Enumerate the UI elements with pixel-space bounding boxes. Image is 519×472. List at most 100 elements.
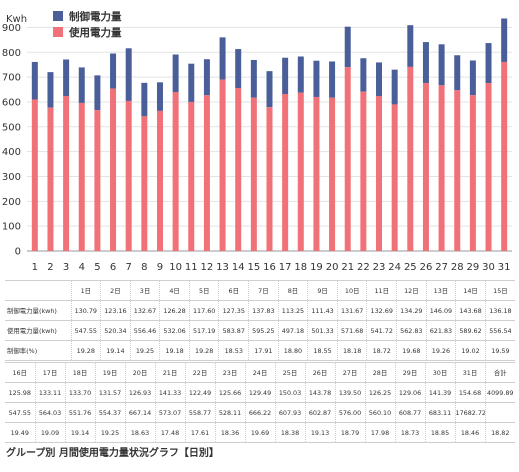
table-day-header: 13日 — [425, 280, 457, 301]
table-cell: 133.11 — [34, 382, 66, 403]
x-tick-label: 3 — [63, 262, 69, 273]
y-tick-label: 900 — [2, 23, 21, 34]
table-day-header: 4日 — [159, 280, 190, 301]
table-cell: 19.68 — [396, 340, 427, 361]
bar-control-segment — [172, 54, 179, 93]
table-cell: 17.61 — [184, 422, 216, 443]
table-row: 制御率(%) 19.28 19.14 19.25 19.18 19.28 18.53 17.9… — [5, 340, 515, 361]
table-day-header: 12日 — [396, 280, 427, 301]
table-cell: 18.36 — [214, 422, 246, 443]
table-cell: 18.80 — [277, 340, 309, 361]
x-tick-label: 13 — [216, 262, 229, 273]
x-tick-label: 6 — [110, 262, 116, 273]
table-header-row: 16日 17日 18日 19日 20日 21日 22日 23日 24日 25日 26日 27日 28日 2… — [5, 362, 515, 383]
bar-usage-segment — [250, 97, 257, 251]
y-tick-label: 700 — [2, 73, 21, 84]
bar-control-segment — [78, 67, 85, 103]
table-cell: 18.38 — [274, 422, 306, 443]
table-row: 制御電力量(kwh) 130.79 123.16 132.67 126.28 117.60… — [5, 300, 515, 321]
table-cell: 19.18 — [159, 340, 190, 361]
y-tick-label: 400 — [2, 147, 21, 158]
bar-usage-segment — [110, 88, 117, 252]
legend-label: 制御電力量 — [69, 10, 122, 23]
bar-control-segment — [344, 26, 351, 68]
x-tick-label: 28 — [451, 262, 464, 273]
bar-control-segment — [125, 48, 132, 101]
table-cell: 19.28 — [188, 340, 220, 361]
x-tick-label: 29 — [467, 262, 480, 273]
table-day-header: 14日 — [455, 280, 486, 301]
table-cell: 19.69 — [244, 422, 276, 443]
table-cell: 556.46 — [129, 320, 161, 341]
table-day-header: 23日 — [214, 362, 246, 383]
table-cell: 139.50 — [334, 382, 366, 403]
bar-control-segment — [438, 44, 445, 86]
bar-control-segment — [156, 82, 163, 111]
table-cell: 18.85 — [424, 422, 456, 443]
table-day-header: 2日 — [100, 280, 131, 301]
y-axis-unit-label: Kwh — [6, 14, 27, 25]
table-cell: 17.98 — [364, 422, 396, 443]
table-cell: 18.79 — [334, 422, 366, 443]
bar-usage-segment — [313, 96, 320, 252]
legend-swatch — [53, 11, 63, 21]
table-cell: 129.06 — [394, 382, 426, 403]
table-day-header: 8日 — [277, 280, 309, 301]
table-cell: 541.72 — [366, 320, 398, 341]
table-cell: 501.33 — [307, 320, 338, 341]
table-cell: 131.67 — [336, 300, 368, 321]
bar-usage-segment — [376, 95, 383, 251]
table-cell: 111.43 — [307, 300, 338, 321]
table-row-label: 使用電力量(kwh) — [5, 320, 72, 341]
table-day-header: 20日 — [124, 362, 156, 383]
bar-control-segment — [297, 56, 304, 93]
table-cell: 126.28 — [159, 300, 190, 321]
bar-usage-segment — [63, 95, 70, 251]
bar-control-segment — [282, 57, 289, 94]
table-day-header: 29日 — [394, 362, 426, 383]
table-cell: 583.87 — [218, 320, 250, 341]
bar-usage-segment — [407, 66, 414, 251]
table-cell: 667.14 — [124, 402, 156, 423]
table-cell: 126.25 — [364, 382, 396, 403]
table-cell: 126.93 — [124, 382, 156, 403]
bar-usage-segment — [360, 91, 367, 251]
bar-control-segment — [110, 53, 117, 89]
bar-usage-segment — [172, 92, 179, 251]
table-cell: 136.18 — [484, 300, 515, 321]
legend-swatch — [53, 27, 63, 37]
table-day-header: 16日 — [5, 362, 36, 383]
bar-control-segment — [329, 61, 336, 98]
bar-control-segment — [63, 59, 70, 96]
table-day-header: 18日 — [64, 362, 96, 383]
x-tick-label: 19 — [310, 262, 323, 273]
table-day-header: 22日 — [184, 362, 216, 383]
x-tick-label: 9 — [157, 262, 163, 273]
table-cell: 528.11 — [214, 402, 246, 423]
x-tick-label: 4 — [79, 262, 85, 273]
table-cell: 595.25 — [248, 320, 279, 341]
table-day-header: 1日 — [70, 280, 102, 301]
bar-control-segment — [266, 71, 273, 108]
table-cell: 19.25 — [129, 340, 161, 361]
bar-usage-segment — [78, 102, 85, 251]
bar-control-segment — [235, 49, 242, 89]
table-cell: 19.13 — [304, 422, 336, 443]
table-day-header: 11日 — [366, 280, 398, 301]
bar-control-segment — [469, 60, 476, 96]
bar-control-segment — [501, 18, 508, 62]
table-cell: 18.46 — [454, 422, 486, 443]
table-cell: 17.91 — [248, 340, 279, 361]
bar-control-segment — [250, 59, 257, 98]
bar-control-segment — [141, 82, 148, 117]
bar-usage-segment — [391, 104, 398, 251]
x-tick-label: 23 — [373, 262, 386, 273]
table-cell: 547.55 — [5, 402, 36, 423]
bar-usage-segment — [156, 110, 163, 251]
table-cell: 133.70 — [64, 382, 96, 403]
y-tick-label: 600 — [2, 97, 21, 108]
table-cell: 146.09 — [425, 300, 457, 321]
table-cell: 130.79 — [70, 300, 102, 321]
y-tick-label: 0 — [15, 247, 21, 258]
bar-usage-segment — [329, 97, 336, 251]
